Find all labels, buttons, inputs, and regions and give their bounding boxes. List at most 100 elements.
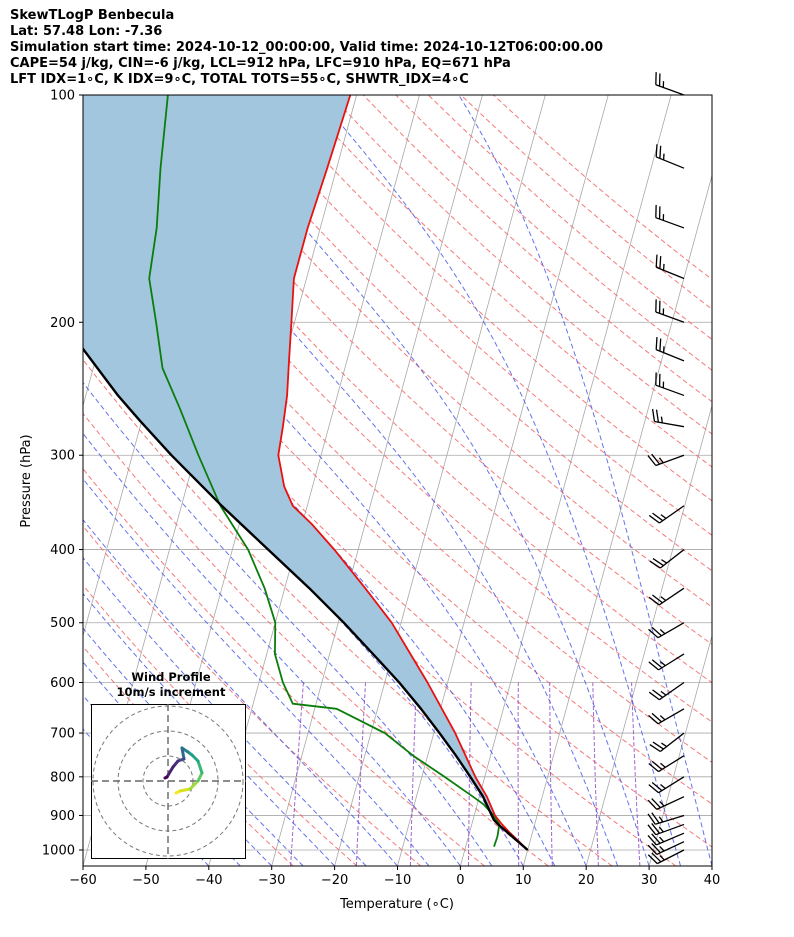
isotherm-line [334,95,546,866]
wind-barb [647,812,685,825]
hodograph-segment [178,787,192,793]
wind-barb [647,453,685,467]
dry-adiabat [83,584,358,866]
mixing-ratio-line [290,682,304,866]
y-tick-label: 400 [50,543,75,558]
wind-barb [647,796,685,810]
mixing-ratio-line [631,682,641,866]
wind-barb [655,72,685,96]
wind-barb [648,653,685,671]
hodograph-title-text: Wind Profile [131,670,211,684]
wind-barb [647,823,685,836]
moist-adiabat [458,95,712,866]
dry-adiabat [83,525,422,866]
x-tick-label: −50 [132,873,159,888]
dry-adiabat [493,95,712,281]
moist-adiabat [83,556,367,866]
temperature-line [277,95,529,851]
wind-barb [651,408,685,428]
mixing-ratio-line [549,682,553,866]
moist-adiabat [83,592,335,866]
wind-barb [655,299,685,323]
wind-barb [648,755,685,773]
cape-cin-levels: CAPE=54 j/kg, CIN=-6 j/kg, LCL=912 hPa, … [10,56,511,71]
hodograph-segment [188,779,200,791]
moist-adiabat [83,170,587,866]
moist-adiabat [83,518,398,866]
dry-adiabat [83,158,712,764]
hodograph-segment [180,746,186,761]
wind-barb [647,849,685,865]
dry-adiabat [83,645,294,866]
isotherm-line [585,404,712,866]
wind-barb [648,587,685,606]
moist-adiabat [83,478,430,866]
y-tick-label: 800 [50,770,75,785]
dry-adiabat [427,95,712,340]
wind-barb [655,144,685,169]
hodograph-segment [163,775,169,780]
moist-adiabat [100,95,619,866]
hodograph-inset [91,704,246,859]
moist-adiabat [83,381,493,866]
isotherm-line [711,864,712,866]
y-tick-label: 1000 [42,844,75,859]
wind-barb [655,372,685,397]
wind-barb [648,708,685,725]
y-tick-label: 100 [50,89,75,104]
hodograph-subtitle: 10m/s increment [116,685,226,699]
chart-header: SkewTLogP Benbecula Lat: 57.48 Lon: -7.3… [10,8,603,88]
wind-barb [649,732,685,753]
y-axis-label: Pressure (hPa) [19,434,34,527]
dry-adiabat [83,412,549,866]
wind-barb [655,254,685,280]
wind-barb [647,841,685,855]
hodograph-segment [165,765,175,779]
dry-adiabat [83,358,613,866]
x-tick-label: −60 [69,873,96,888]
wind-barb [648,776,685,794]
x-tick-label: −40 [195,873,222,888]
dry-adiabat [297,95,712,468]
dry-adiabat [83,112,712,723]
wind-barb [655,336,685,362]
dry-adiabat [102,95,712,684]
mixing-ratio-line [409,682,417,866]
parcel-line [83,346,529,851]
wind-barb [648,681,685,701]
x-tick-label: −10 [384,873,411,888]
dry-adiabat [460,95,712,310]
y-tick-label: 600 [50,676,75,691]
x-tick-label: 10 [515,873,532,888]
stability-indices: LFT IDX=1∘C, K IDX=9∘C, TOTAL TOTS=55∘C,… [10,72,469,87]
mixing-ratio-line [355,682,366,866]
wind-barb [648,505,685,524]
isotherm-line [648,634,712,866]
dry-adiabat [265,95,712,502]
wind-barb [655,205,685,229]
isotherm-line [460,95,672,866]
simulation-times: Simulation start time: 2024-10-12_00:00:… [10,40,603,55]
y-tick-label: 300 [50,449,75,464]
hodograph-title: Wind Profile 10m/s increment [96,670,246,700]
x-tick-label: 0 [456,873,464,888]
dry-adiabat [362,95,712,403]
isotherm-line [397,95,609,866]
y-tick-label: 200 [50,316,75,331]
x-tick-label: −30 [258,873,285,888]
isotherm-line [522,174,712,866]
cape-area [83,95,498,820]
mixing-ratio-line [468,682,472,866]
moist-adiabat [193,95,650,866]
x-tick-label: 30 [641,873,658,888]
y-tick-label: 700 [50,727,75,742]
wind-barb [647,832,685,846]
hodograph-segment [196,759,204,775]
mixing-ratio-line [517,682,520,866]
mixing-ratio-line [592,682,599,866]
chart-title: SkewTLogP Benbecula [10,8,175,23]
x-tick-label: 40 [704,873,721,888]
wind-barbs [647,72,685,865]
isotherm-line [271,95,483,866]
